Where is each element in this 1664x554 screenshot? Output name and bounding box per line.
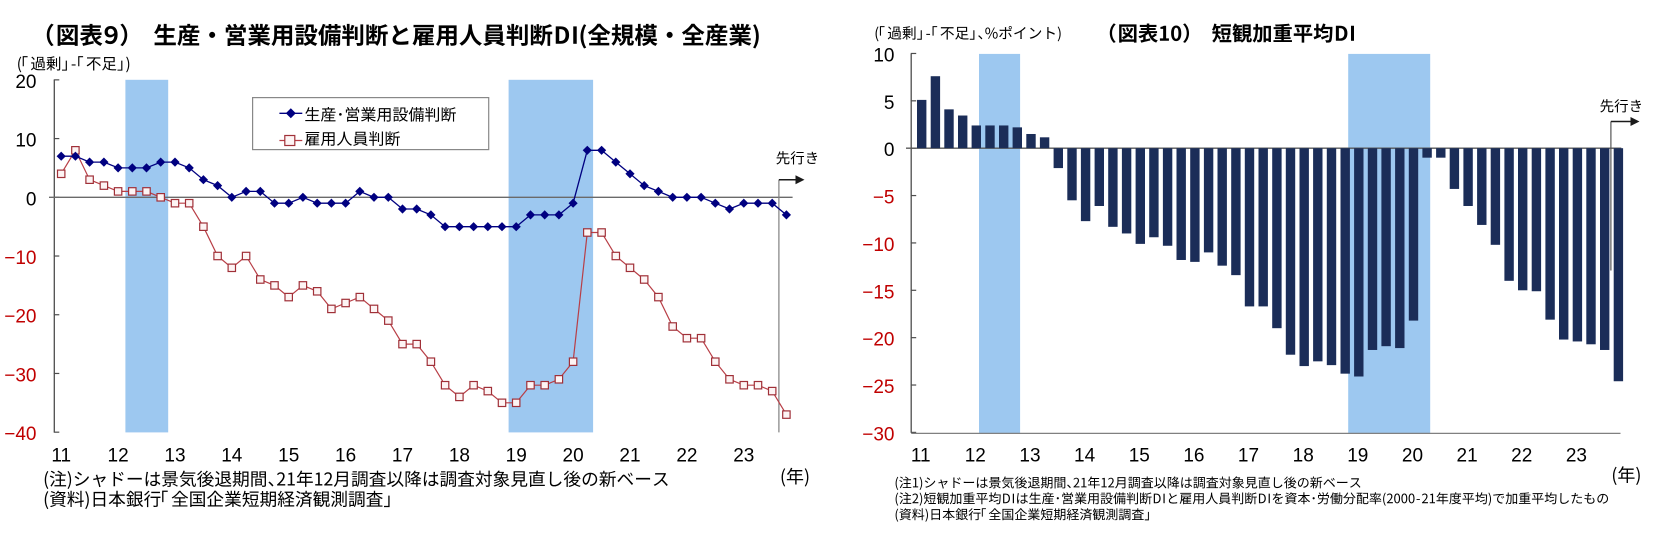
svg-text:16: 16 (335, 446, 356, 467)
svg-text:−25: −25 (862, 377, 894, 398)
svg-text:20: 20 (15, 72, 36, 93)
svg-text:17: 17 (1238, 446, 1259, 467)
svg-text:22: 22 (676, 446, 697, 467)
svg-text:23: 23 (733, 446, 754, 467)
svg-text:−10: −10 (4, 248, 36, 269)
svg-text:−5: −5 (873, 188, 895, 209)
svg-text:18: 18 (1293, 446, 1314, 467)
svg-text:13: 13 (164, 446, 185, 467)
svg-text:0: 0 (884, 140, 895, 161)
svg-text:19: 19 (1347, 446, 1368, 467)
svg-text:−10: −10 (862, 235, 894, 256)
svg-text:−20: −20 (4, 307, 36, 328)
svg-text:13: 13 (1019, 446, 1040, 467)
svg-text:−15: −15 (862, 282, 894, 303)
svg-text:20: 20 (1402, 446, 1423, 467)
svg-text:17: 17 (392, 446, 413, 467)
svg-text:21: 21 (619, 446, 640, 467)
svg-text:18: 18 (449, 446, 470, 467)
svg-text:15: 15 (278, 446, 299, 467)
svg-text:−30: −30 (862, 424, 894, 445)
svg-text:19: 19 (506, 446, 527, 467)
svg-text:12: 12 (965, 446, 986, 467)
svg-text:0: 0 (26, 189, 37, 210)
svg-text:−20: −20 (862, 330, 894, 351)
svg-text:23: 23 (1566, 446, 1587, 467)
svg-text:14: 14 (1074, 446, 1096, 467)
svg-text:22: 22 (1511, 446, 1532, 467)
svg-text:15: 15 (1129, 446, 1150, 467)
svg-text:11: 11 (51, 446, 71, 467)
svg-text:21: 21 (1457, 446, 1478, 467)
svg-text:14: 14 (221, 446, 243, 467)
svg-text:−30: −30 (4, 366, 36, 387)
svg-text:16: 16 (1183, 446, 1204, 467)
svg-text:5: 5 (884, 93, 895, 114)
svg-text:10: 10 (873, 46, 894, 67)
svg-text:11: 11 (911, 446, 931, 467)
svg-text:12: 12 (108, 446, 129, 467)
svg-text:10: 10 (15, 131, 36, 152)
svg-text:20: 20 (563, 446, 584, 467)
svg-text:−40: −40 (4, 424, 36, 445)
